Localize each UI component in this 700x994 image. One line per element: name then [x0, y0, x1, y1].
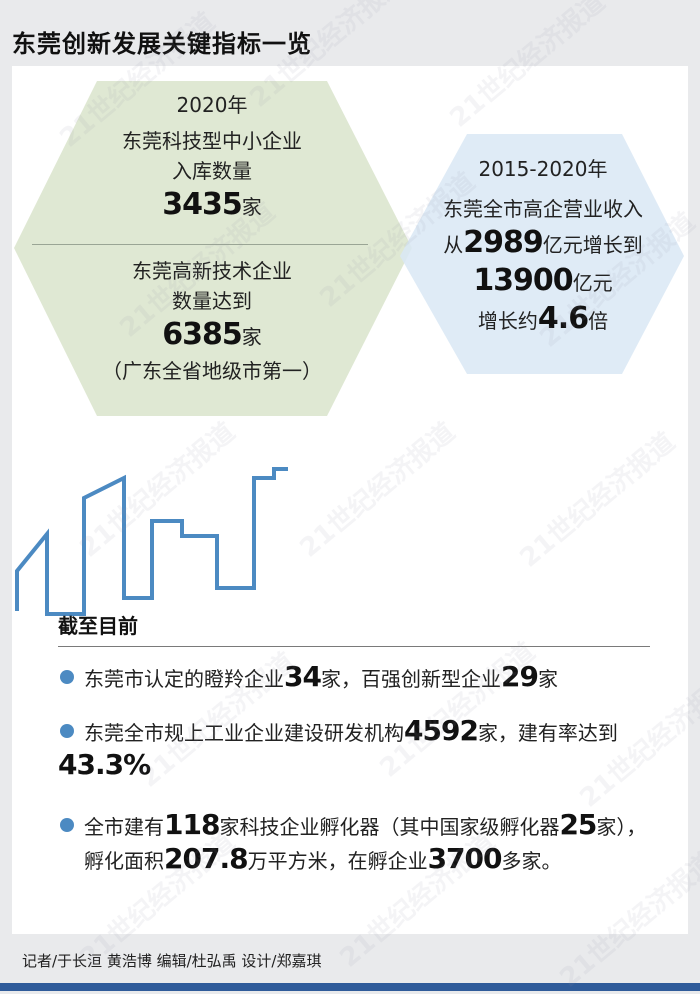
- left-item1-line2: 入库数量: [172, 159, 252, 183]
- right-line1: 东莞全市高企营业收入: [443, 197, 643, 221]
- b2-text-2: 家，建有率达到: [477, 721, 618, 745]
- left-item1-unit: 家: [241, 195, 262, 219]
- b3-text-6: 多家。: [501, 849, 562, 873]
- bullet-line-2a: 东莞全市规上工业企业建设研发机构4592家，建有率达到: [84, 712, 618, 752]
- section-divider: [58, 646, 650, 647]
- left-year: 2020年: [176, 93, 248, 117]
- right-line2-value: 2989: [463, 225, 543, 260]
- left-item1-value-row: 3435家: [72, 190, 352, 222]
- left-item1-line1: 东莞科技型中小企业: [122, 129, 302, 153]
- content-panel: 2020年 东莞科技型中小企业 入库数量 3435家 东莞高新技术企业 数量达到…: [12, 66, 688, 934]
- b3-text-4: 孵化面积: [84, 849, 164, 873]
- left-hex-content-2: 东莞高新技术企业 数量达到 6385家 （广东全省地级市第一）: [72, 256, 352, 386]
- b2-text-1: 东莞全市规上工业企业建设研发机构: [84, 721, 404, 745]
- b3-value-2: 25: [559, 808, 597, 841]
- left-item2-value: 6385: [162, 317, 242, 352]
- left-hexagon: [14, 81, 412, 416]
- b3-text-2: 家科技企业孵化器（其中国家级孵化器: [219, 815, 560, 839]
- b3-text-3: 家），: [596, 815, 647, 839]
- right-hexagon: [400, 134, 684, 374]
- right-line3: 13900亿元: [412, 266, 674, 298]
- bullet-line-1: 东莞市认定的瞪羚企业34家，百强创新型企业29家: [84, 658, 558, 698]
- left-item1-value: 3435: [162, 187, 242, 222]
- right-line4-prefix: 增长约: [477, 309, 538, 333]
- b1-text-1: 东莞市认定的瞪羚企业: [84, 667, 284, 691]
- page-title: 东莞创新发展关键指标一览: [12, 30, 312, 58]
- bullet-dot-3: [60, 818, 74, 832]
- right-line2: 从2989亿元增长到: [412, 228, 674, 260]
- left-item2-unit: 家: [241, 325, 262, 349]
- right-line2-prefix: 从: [443, 233, 464, 257]
- left-item2-line1: 东莞高新技术企业: [132, 259, 292, 283]
- b1-text-2: 家，百强创新型企业: [320, 667, 501, 691]
- bullet-dot-1: [60, 670, 74, 684]
- right-line2-suffix: 亿元增长到: [542, 233, 643, 257]
- b1-value-1: 34: [284, 660, 322, 693]
- b1-value-2: 29: [500, 660, 539, 693]
- left-item2-line2: 数量达到: [172, 289, 252, 313]
- b3-value-3: 207.8: [164, 842, 249, 875]
- right-hex-content: 2015-2020年 东莞全市高企营业收入 从2989亿元增长到 13900亿元…: [412, 154, 674, 336]
- left-hex-divider: [32, 244, 368, 245]
- b3-value-4: 3700: [427, 842, 503, 875]
- left-hex-content: 2020年 东莞科技型中小企业 入库数量 3435家: [72, 90, 352, 222]
- b2-value-1: 4592: [404, 714, 479, 747]
- city-skyline: [15, 467, 288, 616]
- b2-value-2: 43.3%: [58, 748, 151, 781]
- background-shapes: [14, 81, 684, 616]
- section-title: 截至目前: [58, 614, 138, 638]
- right-line3-value: 13900: [473, 263, 573, 298]
- b3-text-5: 万平方米，在孵企业: [247, 849, 428, 873]
- bullet-dot-2: [60, 724, 74, 738]
- b1-text-3: 家: [537, 667, 558, 691]
- b3-text-1: 全市建有: [84, 815, 164, 839]
- left-item2-note: （广东全省地级市第一）: [102, 359, 322, 383]
- bullet-line-3b: 孵化面积207.8万平方米，在孵企业3700多家。: [84, 840, 562, 880]
- right-line4-value: 4.6: [537, 301, 589, 336]
- left-item2-value-row: 6385家: [72, 320, 352, 352]
- bottom-bar: [0, 983, 700, 991]
- credits: 记者/于长洹 黄浩博 编辑/杜弘禹 设计/郑嘉琪: [22, 952, 322, 970]
- right-line4-unit: 倍: [588, 309, 609, 333]
- right-year: 2015-2020年: [478, 157, 608, 181]
- right-line3-unit: 亿元: [572, 271, 613, 295]
- b3-value-1: 118: [164, 808, 220, 841]
- right-line4: 增长约4.6倍: [412, 304, 674, 336]
- bullet-line-3a: 全市建有118家科技企业孵化器（其中国家级孵化器25家），: [84, 806, 646, 846]
- bullet-line-2b: 43.3%: [58, 746, 151, 786]
